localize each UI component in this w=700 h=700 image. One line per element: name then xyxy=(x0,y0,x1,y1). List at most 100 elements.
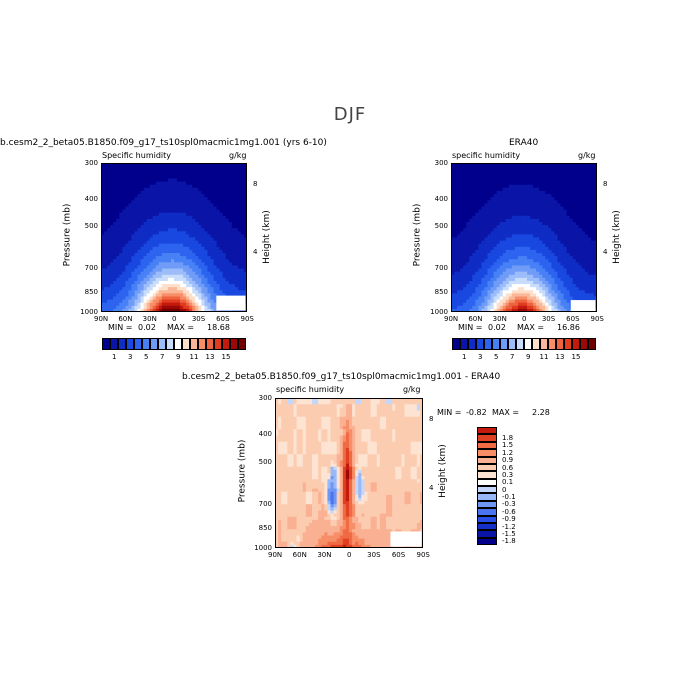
contour-cell xyxy=(517,200,522,204)
contour-cell xyxy=(590,178,595,183)
contour-cell xyxy=(539,265,543,270)
contour-cell xyxy=(134,169,139,173)
contour-cell xyxy=(548,187,552,192)
contour-cell xyxy=(231,262,236,267)
contour-cell xyxy=(451,237,455,242)
contour-cell xyxy=(542,268,546,273)
contour-cell xyxy=(131,175,136,180)
contour-cell xyxy=(177,271,181,276)
contour-cell xyxy=(149,175,154,180)
contour-cell xyxy=(113,169,117,173)
contour-cell xyxy=(563,284,568,288)
contour-cell xyxy=(161,274,166,279)
contour-cell xyxy=(107,215,111,220)
contour-cell xyxy=(481,166,486,170)
contour-cell xyxy=(499,194,504,198)
contour-cell xyxy=(389,404,393,408)
contour-cell xyxy=(158,305,163,310)
contour-cell xyxy=(593,262,598,267)
contour-cell xyxy=(481,218,486,223)
contour-cell xyxy=(201,225,206,229)
contour-cell xyxy=(167,197,172,201)
contour-cell xyxy=(167,265,172,270)
contour-cell xyxy=(216,256,221,260)
contour-cell xyxy=(487,172,492,177)
contour-cell xyxy=(581,243,586,248)
contour-cell xyxy=(164,237,169,242)
contour-cell xyxy=(149,178,154,183)
contour-cell xyxy=(542,197,546,201)
contour-cell xyxy=(170,166,175,170)
contour-cell xyxy=(216,246,221,251)
contour-cell xyxy=(152,181,157,186)
contour-cell xyxy=(475,262,479,267)
contour-cell xyxy=(551,190,556,195)
contour-cell xyxy=(514,234,519,239)
contour-cell xyxy=(204,302,209,307)
contour-cell xyxy=(593,296,598,301)
contour-cell xyxy=(177,253,181,257)
contour-cell xyxy=(174,228,178,232)
contour-cell xyxy=(493,206,498,211)
contour-cell xyxy=(502,284,507,288)
contour-cell xyxy=(143,240,148,245)
contour-cell xyxy=(207,190,212,195)
contour-cell xyxy=(164,187,169,192)
contour-cell xyxy=(481,163,486,167)
contour-cell xyxy=(593,163,598,167)
contour-cell xyxy=(569,234,574,239)
contour-cell xyxy=(101,215,105,220)
contour-cell xyxy=(116,190,120,195)
colorbar-swatch xyxy=(548,338,556,350)
contour-cell xyxy=(128,246,133,251)
contour-cell xyxy=(520,271,525,276)
contour-cell xyxy=(210,218,215,223)
contour-cell xyxy=(499,212,504,217)
contour-cell xyxy=(416,407,421,412)
contour-cell xyxy=(463,209,467,214)
contour-cell xyxy=(213,228,218,232)
contour-cell xyxy=(201,200,206,204)
contour-cell xyxy=(466,240,470,245)
contour-cell xyxy=(243,287,248,291)
contour-cell xyxy=(487,299,492,304)
contour-cell xyxy=(520,225,525,229)
contour-cell xyxy=(177,290,181,294)
contour-cell xyxy=(463,280,467,285)
contour-cell xyxy=(560,163,565,167)
colorbar-swatch xyxy=(540,338,548,350)
contour-cell xyxy=(472,234,476,239)
contour-cell xyxy=(469,290,473,294)
contour-cell xyxy=(457,197,461,201)
contour-cell xyxy=(134,172,139,177)
contour-cell xyxy=(469,268,473,273)
contour-cell xyxy=(557,249,562,254)
contour-cell xyxy=(213,240,218,245)
contour-cell xyxy=(167,178,172,183)
y-tick-label: 400 xyxy=(84,194,98,203)
contour-cell xyxy=(463,265,467,270)
contour-cell xyxy=(572,194,577,198)
contour-cell xyxy=(451,218,455,223)
contour-cell xyxy=(113,293,117,298)
contour-cell xyxy=(520,287,525,291)
contour-cell xyxy=(524,268,528,273)
contour-cell xyxy=(460,302,464,307)
contour-cell xyxy=(119,277,123,282)
contour-cell xyxy=(231,197,236,201)
contour-cell xyxy=(170,284,175,288)
contour-cell xyxy=(177,256,181,260)
contour-cell xyxy=(234,265,239,270)
contour-cell xyxy=(587,218,592,223)
contour-cell xyxy=(569,246,574,251)
contour-cell xyxy=(210,187,215,192)
contour-cell xyxy=(536,221,540,226)
contour-cell xyxy=(131,203,136,208)
contour-cell xyxy=(240,228,245,232)
contour-cell xyxy=(149,296,154,301)
contour-cell xyxy=(240,172,245,177)
contour-cell xyxy=(382,398,387,402)
contour-cell xyxy=(451,212,455,217)
contour-cell xyxy=(278,398,282,402)
contour-cell xyxy=(222,280,227,285)
